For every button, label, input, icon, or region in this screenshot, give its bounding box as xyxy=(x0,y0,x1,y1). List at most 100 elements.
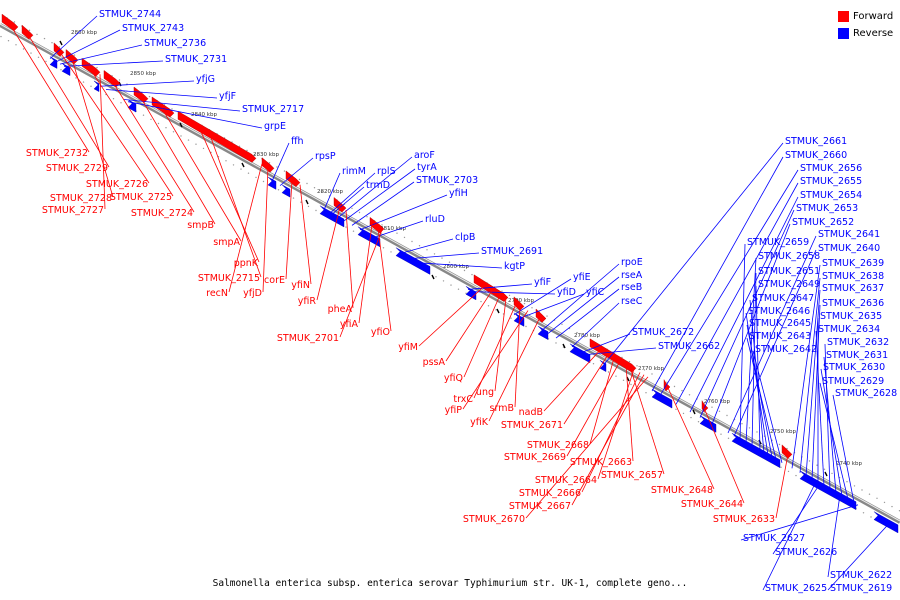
forward-gene-label[interactable]: STMUK_2657 xyxy=(601,470,663,481)
reverse-gene-label[interactable]: STMUK_2639 xyxy=(822,258,884,269)
reverse-gene-label[interactable]: STMUK_2743 xyxy=(122,23,184,34)
reverse-gene-label[interactable]: STMUK_2625 xyxy=(765,583,827,594)
reverse-gene-label[interactable]: yfiH xyxy=(449,188,468,199)
forward-gene-label[interactable]: STMUK_2727 xyxy=(42,205,104,216)
reverse-gene-label[interactable]: STMUK_2619 xyxy=(830,583,892,594)
reverse-gene-label[interactable]: clpB xyxy=(455,232,475,243)
reverse-gene-label[interactable]: STMUK_2631 xyxy=(826,350,888,361)
forward-gene-label[interactable]: yfiA xyxy=(340,319,359,330)
forward-gene-label[interactable]: STMUK_2732 xyxy=(26,148,88,159)
forward-gene-label[interactable]: STMUK_2648 xyxy=(651,485,713,496)
reverse-gene-label[interactable]: STMUK_2661 xyxy=(785,136,847,147)
reverse-gene-label[interactable]: STMUK_2654 xyxy=(800,190,862,201)
reverse-gene-label[interactable]: STMUK_2645 xyxy=(749,318,811,329)
forward-gene-label[interactable]: yfiN xyxy=(291,280,310,291)
reverse-gene-label[interactable]: grpE xyxy=(264,121,286,132)
reverse-gene-label[interactable]: yfiC xyxy=(586,287,605,298)
forward-gene-label[interactable]: ung xyxy=(476,387,494,398)
forward-gene-label[interactable]: pheA xyxy=(328,304,353,315)
forward-gene-label[interactable]: STMUK_2633 xyxy=(713,514,775,525)
reverse-gene-label[interactable]: STMUK_2662 xyxy=(658,341,720,352)
reverse-gene-label[interactable]: rimM xyxy=(342,166,366,177)
reverse-gene-label[interactable]: STMUK_2646 xyxy=(748,306,810,317)
reverse-gene-label[interactable]: rseB xyxy=(621,282,642,293)
reverse-gene-label[interactable]: STMUK_2630 xyxy=(823,362,885,373)
reverse-gene-label[interactable]: STMUK_2634 xyxy=(818,324,880,335)
reverse-gene-label[interactable]: STMUK_2658 xyxy=(758,251,820,262)
reverse-gene-label[interactable]: STMUK_2643 xyxy=(749,331,811,342)
forward-gene-label[interactable]: STMUK_2701 xyxy=(277,333,339,344)
reverse-gene-label[interactable]: tyrA xyxy=(417,162,437,173)
reverse-gene-label[interactable]: STMUK_2691 xyxy=(481,246,543,257)
reverse-gene-label[interactable]: STMUK_2640 xyxy=(818,243,880,254)
reverse-gene-label[interactable]: STMUK_2647 xyxy=(752,293,814,304)
forward-gene-label[interactable]: yfiQ xyxy=(444,373,463,384)
forward-gene-label[interactable]: STMUK_2670 xyxy=(463,514,525,525)
forward-gene-label[interactable]: STMUK_2664 xyxy=(535,475,597,486)
reverse-gene-label[interactable]: yfiF xyxy=(534,277,551,288)
forward-gene-label[interactable]: ppnK xyxy=(234,258,259,269)
reverse-gene-label[interactable]: STMUK_2636 xyxy=(822,298,884,309)
forward-gene-label[interactable]: STMUK_2671 xyxy=(501,420,563,431)
reverse-gene-label[interactable]: STMUK_2651 xyxy=(758,266,820,277)
reverse-gene-label[interactable]: STMUK_2736 xyxy=(144,38,206,49)
reverse-gene-label[interactable]: rseC xyxy=(621,296,643,307)
reverse-gene-label[interactable]: STMUK_2659 xyxy=(747,237,809,248)
forward-gene-label[interactable]: yfiP xyxy=(445,405,463,416)
reverse-gene-label[interactable]: STMUK_2660 xyxy=(785,150,847,161)
forward-gene-label[interactable]: smpA xyxy=(213,237,240,248)
reverse-gene-label[interactable]: yfiE xyxy=(573,272,591,283)
reverse-gene-label[interactable]: STMUK_2731 xyxy=(165,54,227,65)
reverse-gene-label[interactable]: rluD xyxy=(425,214,445,225)
forward-gene-label[interactable]: STMUK_2644 xyxy=(681,499,743,510)
forward-gene-label[interactable]: STMUK_2726 xyxy=(86,179,148,190)
reverse-gene-label[interactable]: STMUK_2638 xyxy=(822,271,884,282)
reverse-gene-label[interactable]: STMUK_2637 xyxy=(822,283,884,294)
reverse-gene-label[interactable]: STMUK_2642 xyxy=(755,344,817,355)
reverse-gene-label[interactable]: yfjG xyxy=(196,74,215,85)
reverse-gene-label[interactable]: STMUK_2653 xyxy=(796,203,858,214)
reverse-gene-label[interactable]: STMUK_2628 xyxy=(835,388,897,399)
forward-gene-label[interactable]: smpB xyxy=(187,220,214,231)
reverse-gene-label[interactable]: rpoE xyxy=(621,257,643,268)
reverse-gene-label[interactable]: STMUK_2627 xyxy=(743,533,805,544)
reverse-gene-label[interactable]: ffh xyxy=(291,136,304,147)
forward-gene-label[interactable]: trxC xyxy=(453,394,473,405)
reverse-gene-label[interactable]: trmD xyxy=(366,180,390,191)
forward-gene-label[interactable]: srmB xyxy=(490,403,514,414)
reverse-gene-label[interactable]: STMUK_2622 xyxy=(830,570,892,581)
forward-gene-label[interactable]: yfiO xyxy=(371,327,390,338)
reverse-gene-label[interactable]: STMUK_2635 xyxy=(820,311,882,322)
reverse-gene-label[interactable]: STMUK_2655 xyxy=(800,176,862,187)
reverse-gene-label[interactable]: STMUK_2672 xyxy=(632,327,694,338)
reverse-gene-label[interactable]: rpsP xyxy=(315,151,336,162)
reverse-gene-label[interactable]: STMUK_2656 xyxy=(800,163,862,174)
reverse-gene-label[interactable]: STMUK_2703 xyxy=(416,175,478,186)
reverse-gene-label[interactable]: yfjF xyxy=(219,91,236,102)
reverse-gene-label[interactable]: STMUK_2641 xyxy=(818,229,880,240)
reverse-gene-label[interactable]: rseA xyxy=(621,270,643,281)
forward-gene-label[interactable]: STMUK_2667 xyxy=(509,501,571,512)
reverse-gene-label[interactable]: aroF xyxy=(414,150,435,161)
forward-gene-label[interactable]: STMUK_2666 xyxy=(519,488,581,499)
reverse-gene-label[interactable]: rplS xyxy=(377,166,396,177)
forward-gene-label[interactable]: STMUK_2724 xyxy=(131,208,193,219)
reverse-gene-label[interactable]: STMUK_2744 xyxy=(99,9,161,20)
forward-gene-label[interactable]: STMUK_2715 xyxy=(198,273,260,284)
reverse-gene-label[interactable]: STMUK_2632 xyxy=(827,337,889,348)
forward-gene-label[interactable]: yfiK xyxy=(470,417,489,428)
forward-gene-label[interactable]: STMUK_2663 xyxy=(570,457,632,468)
forward-gene-label[interactable]: STMUK_2729 xyxy=(46,163,108,174)
reverse-gene-label[interactable]: STMUK_2649 xyxy=(758,279,820,290)
forward-gene-label[interactable]: yfjD xyxy=(243,288,262,299)
reverse-gene-label[interactable]: STMUK_2717 xyxy=(242,104,304,115)
reverse-gene-label[interactable]: STMUK_2626 xyxy=(775,547,837,558)
forward-gene-label[interactable]: yfiR xyxy=(298,296,317,307)
reverse-gene-label[interactable]: yfiD xyxy=(557,287,576,298)
forward-gene-label[interactable]: STMUK_2669 xyxy=(504,452,566,463)
forward-gene-label[interactable]: STMUK_2728 xyxy=(50,193,112,204)
forward-gene-label[interactable]: corE xyxy=(264,275,285,286)
forward-gene-label[interactable]: STMUK_2668 xyxy=(527,440,589,451)
forward-gene-label[interactable]: pssA xyxy=(423,357,446,368)
forward-gene-label[interactable]: yfiM xyxy=(398,342,418,353)
